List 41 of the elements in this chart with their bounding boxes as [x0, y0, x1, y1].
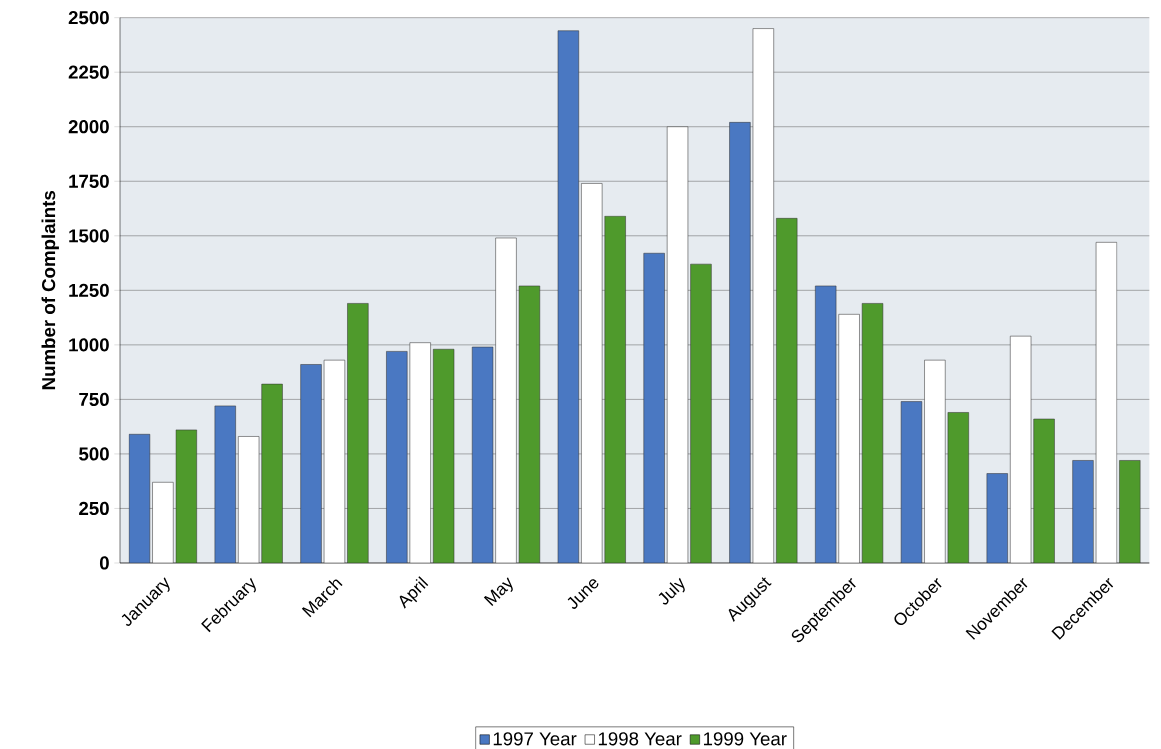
bar: [518, 285, 541, 563]
y-tick-label: 250: [79, 501, 109, 516]
bar: [471, 346, 494, 563]
legend-label: 1999 Year: [703, 732, 787, 746]
bar: [690, 263, 712, 563]
bar: [347, 303, 369, 563]
bar: [643, 252, 665, 563]
y-tick-label: 2250: [68, 65, 109, 79]
bar: [1072, 460, 1094, 563]
legend-label: 1998 Year: [598, 732, 682, 746]
y-tick-label: 2000: [68, 120, 109, 134]
bar: [900, 401, 923, 563]
bar: [300, 364, 322, 563]
y-tick-label: 750: [79, 392, 109, 406]
y-axis-title: Number of Complaints: [41, 191, 59, 390]
bar: [175, 429, 197, 563]
bar: [815, 285, 837, 563]
y-tick-label: 2500: [68, 11, 109, 25]
bar: [128, 434, 151, 563]
y-tick-label: 1250: [69, 283, 109, 297]
bar: [386, 351, 408, 563]
x-tick-label: July: [658, 577, 685, 605]
bar: [1033, 418, 1055, 563]
legend-label: 1997 Year: [493, 732, 577, 746]
bar: [947, 412, 969, 563]
bar: [261, 383, 283, 563]
bar: [604, 215, 626, 563]
bar: [1119, 460, 1141, 563]
bar: [214, 405, 236, 563]
bar: [433, 348, 455, 563]
y-tick-label: 0: [99, 556, 109, 570]
bar: [729, 122, 751, 563]
x-tick-label: May: [483, 577, 513, 606]
bar: [986, 473, 1008, 563]
bar: [557, 30, 580, 563]
bar: [776, 218, 798, 563]
y-tick-label: 1750: [69, 174, 109, 188]
y-tick-label: 1500: [69, 229, 109, 243]
y-tick-label: 500: [79, 447, 109, 461]
y-tick-label: 1000: [69, 338, 109, 352]
bar: [861, 303, 884, 563]
